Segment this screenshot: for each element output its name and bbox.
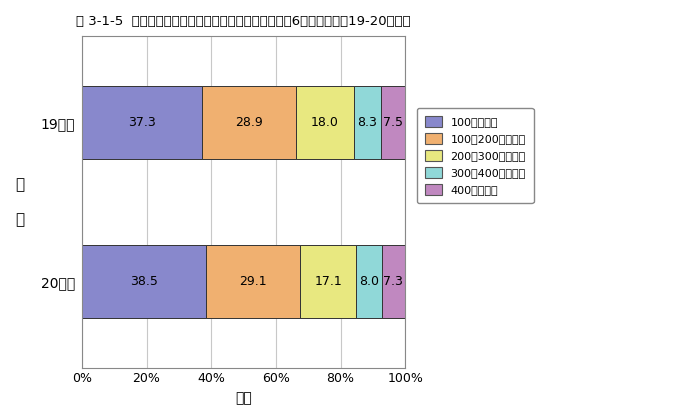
Bar [82, 245, 206, 318]
Bar [356, 245, 382, 318]
Text: 28.9: 28.9 [235, 116, 263, 129]
Text: 7.3: 7.3 [384, 275, 403, 288]
Y-axis label: 年

度: 年 度 [15, 177, 24, 227]
Text: 8.0: 8.0 [358, 275, 379, 288]
Bar [82, 86, 202, 159]
Bar [296, 86, 354, 159]
Bar [382, 245, 405, 318]
Text: 18.0: 18.0 [311, 116, 339, 129]
Bar [300, 245, 356, 318]
Text: 17.1: 17.1 [314, 275, 342, 288]
Title: 図 3-1-5  本人の年収と性別との関係（男女計）（延滞6ヶ月以上）（19-20年度）: 図 3-1-5 本人の年収と性別との関係（男女計）（延滞6ヶ月以上）（19-20… [76, 15, 411, 28]
Text: 7.5: 7.5 [383, 116, 403, 129]
X-axis label: 割合: 割合 [235, 391, 252, 405]
Bar [202, 86, 296, 159]
Bar [354, 86, 381, 159]
Bar [206, 245, 300, 318]
Bar [381, 86, 405, 159]
Legend: 100万円未満, 100～200万円未満, 200～300万円未満, 300～400万円未満, 400万円以上: 100万円未満, 100～200万円未満, 200～300万円未満, 300～4… [417, 108, 533, 203]
Text: 38.5: 38.5 [130, 275, 158, 288]
Text: 37.3: 37.3 [128, 116, 156, 129]
Text: 29.1: 29.1 [239, 275, 267, 288]
Text: 8.3: 8.3 [358, 116, 377, 129]
